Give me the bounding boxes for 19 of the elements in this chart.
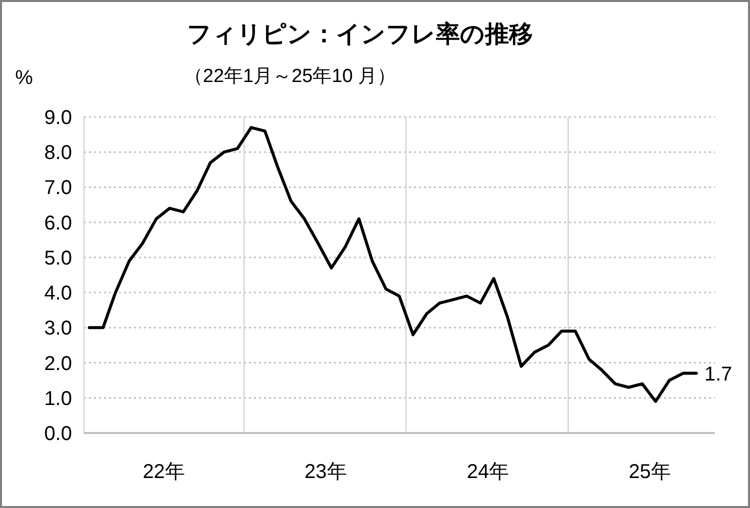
x-tick-label: 25年 bbox=[628, 461, 671, 483]
y-tick-label: 6.0 bbox=[44, 212, 72, 234]
y-tick-label: 8.0 bbox=[44, 142, 72, 164]
y-tick-label: 5.0 bbox=[44, 247, 72, 270]
y-tick-label: 3.0 bbox=[44, 318, 72, 340]
y-tick-label: 9.0 bbox=[44, 107, 72, 129]
annotation: 1.7 bbox=[704, 363, 732, 386]
y-tick-label: 0.0 bbox=[44, 423, 72, 445]
chart-title: フィリピン：インフレ率の推移 bbox=[187, 21, 533, 48]
x-tick-label: 22年 bbox=[142, 461, 185, 483]
x-tick-label: 23年 bbox=[304, 461, 347, 483]
y-axis-title: % bbox=[15, 67, 34, 89]
y-tick-label: 2.0 bbox=[44, 352, 72, 375]
x-tick-label: 24年 bbox=[466, 461, 510, 483]
y-tick-label: 1.0 bbox=[44, 388, 72, 410]
y-tick-label: 7.0 bbox=[44, 177, 72, 200]
y-tick-label: 4.0 bbox=[44, 282, 72, 305]
line-series bbox=[88, 126, 698, 403]
chart-subtitle: （22年1月～25年10 月） bbox=[184, 66, 396, 87]
